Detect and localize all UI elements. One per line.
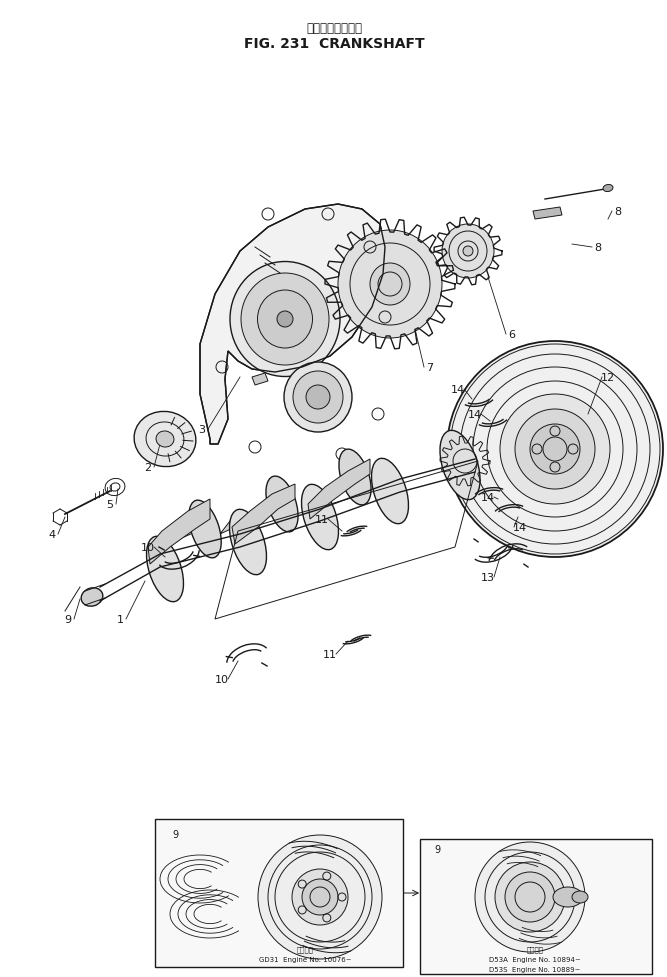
Text: 14: 14 [481,492,495,502]
Ellipse shape [266,477,298,532]
Polygon shape [200,205,385,445]
Text: 14: 14 [468,409,482,419]
Text: GD31  Engine No. 10076~: GD31 Engine No. 10076~ [259,956,352,962]
Circle shape [302,879,338,915]
Text: 9: 9 [65,615,71,624]
Bar [420,839,652,974]
Bar [155,819,403,967]
Ellipse shape [442,225,494,278]
Text: 13: 13 [481,573,495,582]
Ellipse shape [284,362,352,433]
Polygon shape [308,459,370,520]
Text: 5: 5 [107,499,113,509]
Ellipse shape [147,536,183,602]
Ellipse shape [370,264,410,306]
Ellipse shape [241,274,329,365]
Circle shape [306,386,330,409]
Ellipse shape [440,431,480,500]
Ellipse shape [553,887,583,907]
Ellipse shape [339,449,371,505]
Circle shape [495,862,565,932]
Text: 9: 9 [434,844,440,854]
Text: FIG. 231  CRANKSHAFT: FIG. 231 CRANKSHAFT [243,37,424,51]
Ellipse shape [338,231,442,339]
Polygon shape [533,208,562,220]
Ellipse shape [189,500,221,558]
Ellipse shape [229,510,267,575]
Circle shape [292,870,348,925]
Polygon shape [232,485,295,544]
Text: D53S  Engine No. 10889~: D53S Engine No. 10889~ [490,966,581,972]
Text: 7: 7 [426,362,434,372]
Text: 2: 2 [145,462,151,473]
Polygon shape [252,373,268,386]
Text: 10: 10 [141,542,155,552]
Ellipse shape [293,371,343,424]
Ellipse shape [257,291,313,349]
Text: 1: 1 [117,615,123,624]
Text: 8: 8 [614,207,622,217]
Circle shape [515,409,595,489]
Ellipse shape [572,891,588,903]
Text: クランクシャフト: クランクシャフト [306,21,362,34]
Polygon shape [148,499,210,565]
Circle shape [258,835,382,959]
Text: 8: 8 [594,242,602,253]
Text: 6: 6 [508,329,516,340]
Text: D53A  Engine No. 10894~: D53A Engine No. 10894~ [489,956,581,962]
Ellipse shape [156,432,174,447]
Ellipse shape [301,485,338,550]
Circle shape [463,247,473,257]
Circle shape [500,395,610,504]
Text: 10: 10 [215,674,229,684]
Text: 適用番号: 適用番号 [297,946,313,953]
Text: 11: 11 [315,515,329,525]
Text: 3: 3 [199,425,205,435]
Circle shape [475,842,585,952]
Polygon shape [175,518,215,541]
Ellipse shape [230,262,340,377]
Text: 適用番号: 適用番号 [526,946,544,953]
Polygon shape [220,509,258,534]
Text: 4: 4 [49,530,55,539]
Circle shape [447,342,663,558]
Circle shape [530,425,580,475]
Circle shape [505,872,555,922]
Ellipse shape [134,412,196,467]
Ellipse shape [603,186,613,192]
Text: 14: 14 [451,385,465,395]
Text: 11: 11 [323,650,337,659]
Text: 12: 12 [601,372,615,383]
Text: 9: 9 [172,829,178,839]
Text: 14: 14 [513,523,527,532]
Circle shape [277,312,293,327]
Ellipse shape [81,588,103,607]
Ellipse shape [372,459,408,525]
